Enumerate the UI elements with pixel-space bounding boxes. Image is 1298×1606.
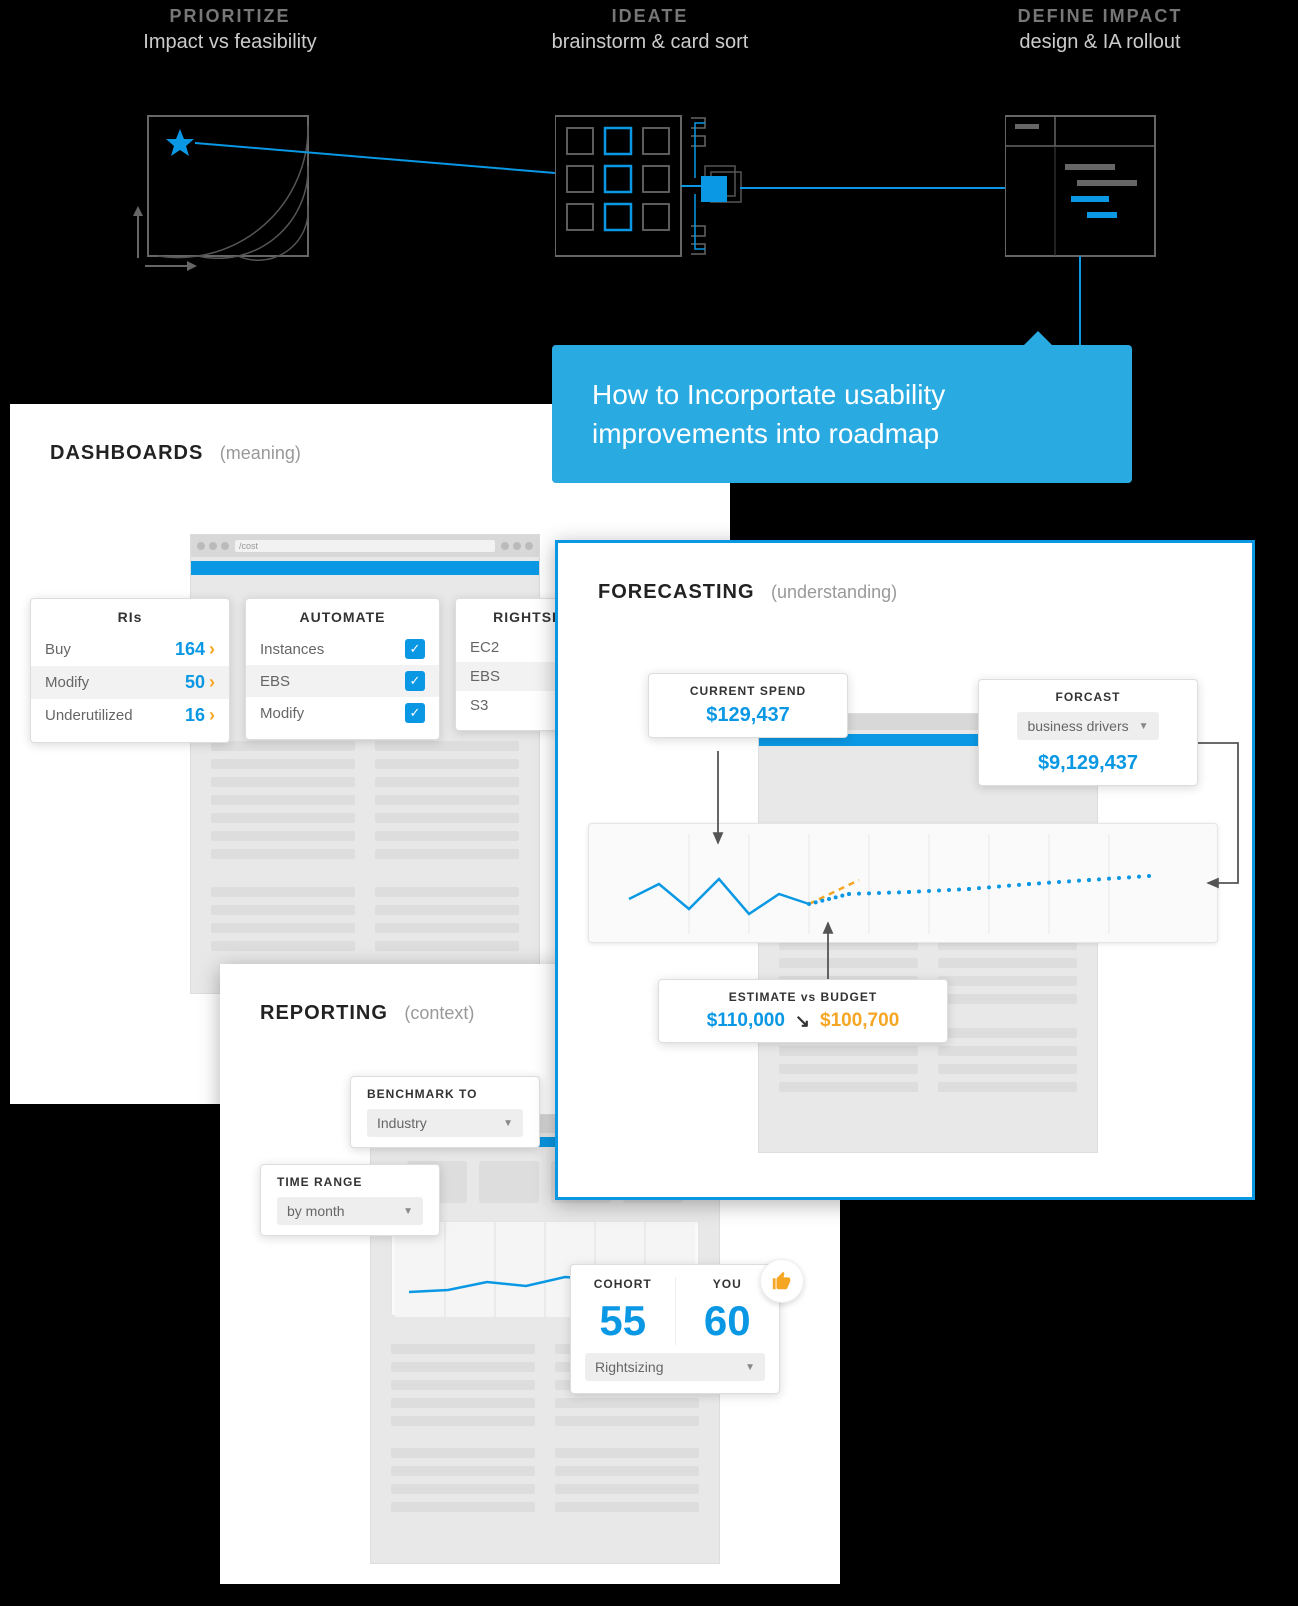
estimate-card: ESTIMATE vs BUDGET $110,000 ↘ $100,700 (658, 979, 948, 1043)
ris-row-buy[interactable]: Buy 164› (31, 633, 229, 666)
cohort-label: COHORT (589, 1277, 657, 1291)
check-icon[interactable]: ✓ (405, 639, 425, 659)
current-spend-value: $129,437 (665, 704, 831, 727)
nav-bar (191, 561, 539, 575)
check-icon[interactable]: ✓ (405, 703, 425, 723)
stage-ideate-header: IDEATE brainstorm & card sort (490, 6, 810, 54)
ideate-diagram (555, 108, 785, 268)
caret-right-icon: › (209, 705, 215, 726)
callout-text: How to Incorportate usability improvemen… (592, 379, 945, 449)
timerange-dropdown[interactable]: by month ▼ (277, 1197, 423, 1225)
automate-row-instances[interactable]: Instances ✓ (246, 633, 439, 665)
automate-card-title: AUTOMATE (246, 609, 439, 633)
stage-ideate-desc: brainstorm & card sort (490, 31, 810, 54)
timerange-label: TIME RANGE (277, 1175, 423, 1189)
url-bar: /cost (235, 540, 495, 552)
forecasting-title: FORECASTING (598, 581, 755, 603)
ris-card: RIs Buy 164› Modify 50› Underutilized 16… (30, 598, 230, 743)
window-dots-icon (197, 542, 229, 550)
prioritize-diagram (120, 108, 330, 278)
timerange-card: TIME RANGE by month ▼ (260, 1164, 440, 1236)
current-spend-card: CURRENT SPEND $129,437 (648, 673, 848, 738)
you-label: YOU (694, 1277, 762, 1291)
estimate-value: $110,000 (707, 1010, 785, 1032)
score-dropdown[interactable]: Rightsizing ▼ (585, 1353, 765, 1381)
check-icon[interactable]: ✓ (405, 671, 425, 691)
chevron-down-icon: ▼ (1139, 721, 1149, 732)
you-value: 60 (694, 1297, 762, 1345)
stage-define-header: DEFINE IMPACT design & IA rollout (950, 6, 1250, 54)
stage-ideate-label: IDEATE (490, 6, 810, 27)
stage-prioritize-label: PRIORITIZE (80, 6, 380, 27)
forecast-label: FORCAST (995, 690, 1181, 704)
stage-prioritize-header: PRIORITIZE Impact vs feasibility (80, 6, 380, 54)
chevron-down-icon: ▼ (403, 1206, 413, 1217)
roadmap-callout: How to Incorportate usability improvemen… (552, 345, 1132, 483)
dashboards-subtitle: (meaning) (220, 443, 301, 463)
chevron-down-icon: ▼ (745, 1362, 755, 1373)
reporting-title: REPORTING (260, 1002, 388, 1024)
stage-define-desc: design & IA rollout (950, 31, 1250, 54)
automate-row-ebs[interactable]: EBS ✓ (246, 665, 439, 697)
forecast-chart (588, 823, 1218, 943)
caret-right-icon: › (209, 672, 215, 693)
automate-row-modify[interactable]: Modify ✓ (246, 697, 439, 729)
forecast-value: $9,129,437 (995, 752, 1181, 775)
arrow-down-right-icon: ↘ (795, 1011, 810, 1032)
star-icon (166, 129, 194, 156)
reporting-subtitle: (context) (404, 1003, 474, 1023)
benchmark-label: BENCHMARK TO (367, 1087, 523, 1101)
automate-card: AUTOMATE Instances ✓ EBS ✓ Modify ✓ (245, 598, 440, 740)
current-spend-label: CURRENT SPEND (665, 684, 831, 698)
budget-value: $100,700 (820, 1010, 899, 1032)
forecasting-panel: FORECASTING (understanding) CURRENT SPEN… (555, 540, 1255, 1200)
forecast-dropdown[interactable]: business drivers ▼ (1017, 712, 1158, 740)
benchmark-card: BENCHMARK TO Industry ▼ (350, 1076, 540, 1148)
cohort-value: 55 (589, 1297, 657, 1345)
ris-row-modify[interactable]: Modify 50› (31, 666, 229, 699)
window-controls-icon (501, 542, 533, 550)
thumbs-up-icon (760, 1259, 804, 1303)
caret-right-icon: › (209, 639, 215, 660)
score-card: COHORT 55 YOU 60 Rightsizing ▼ (570, 1264, 780, 1394)
chevron-down-icon: ▼ (503, 1118, 513, 1129)
ris-card-title: RIs (31, 609, 229, 633)
forecast-card: FORCAST business drivers ▼ $9,129,437 (978, 679, 1198, 786)
estimate-label: ESTIMATE vs BUDGET (675, 990, 931, 1004)
dashboards-title: DASHBOARDS (50, 442, 203, 464)
stage-define-label: DEFINE IMPACT (950, 6, 1250, 27)
forecasting-subtitle: (understanding) (771, 582, 897, 602)
define-diagram (1005, 108, 1165, 268)
benchmark-dropdown[interactable]: Industry ▼ (367, 1109, 523, 1137)
ris-row-under[interactable]: Underutilized 16› (31, 699, 229, 732)
stage-prioritize-desc: Impact vs feasibility (80, 31, 380, 54)
